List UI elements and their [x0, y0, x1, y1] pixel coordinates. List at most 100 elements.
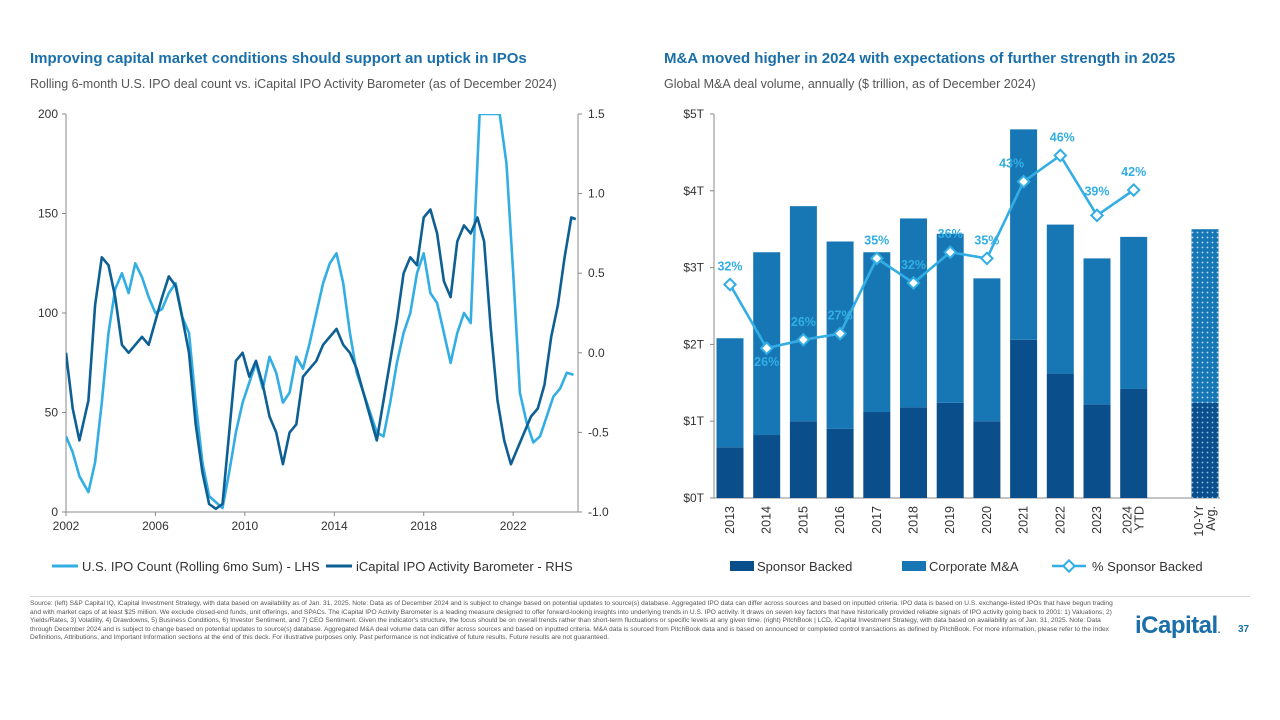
sponsor-bar [789, 421, 817, 498]
category-label: YTD [1133, 506, 1147, 531]
corporate-bar [1010, 129, 1038, 340]
right-tick-label: 0.0 [588, 346, 605, 360]
sponsor-bar [936, 402, 964, 498]
sponsor-bar [753, 435, 781, 498]
pct-marker [796, 332, 811, 347]
footer-divider [30, 596, 1250, 597]
right-tick-label: 1.5 [588, 107, 605, 121]
legend-marker-pct [1061, 558, 1077, 574]
pct-marker [943, 245, 958, 260]
sponsor-bar [1046, 373, 1074, 498]
bar-tick-label: $1T [683, 414, 704, 428]
pct-label: 32% [717, 259, 742, 273]
pct-marker [722, 277, 738, 292]
x-tick-label: 2014 [321, 519, 348, 533]
bar-tick-label: $0T [683, 491, 704, 505]
pct-marker [1126, 182, 1141, 198]
left-tick-label: 150 [38, 207, 58, 221]
category-label: 2017 [870, 506, 884, 534]
x-tick-label: 2006 [142, 519, 169, 533]
pct-marker [833, 326, 848, 341]
left-tick-label: 100 [38, 306, 58, 320]
pct-marker [869, 251, 884, 266]
legend-label: Corporate M&A [929, 559, 1019, 574]
bar-tick-label: $3T [683, 261, 704, 275]
right-tick-label: -1.0 [588, 505, 609, 519]
bar-tick-label: $5T [683, 107, 704, 121]
sponsor-bar [826, 428, 854, 498]
sponsor-bar [900, 407, 927, 498]
left-chart-subtitle: Rolling 6-month U.S. IPO deal count vs. … [30, 77, 557, 91]
category-label: 2021 [1017, 506, 1031, 534]
ipo-line-chart: 200 150 100 50 0 1.5 1.0 0.5 0.0 -0.5 -1.0 2002 2006… [38, 107, 609, 574]
category-label: 2018 [907, 506, 921, 534]
left-tick-label: 200 [38, 107, 58, 121]
icapital-logo: iCapital. [1135, 612, 1221, 639]
pct-sponsor-line [728, 153, 1135, 350]
pct-label: 42% [1121, 165, 1146, 179]
x-tick-label: 2002 [53, 519, 80, 533]
corporate-bar [900, 218, 927, 408]
page-number: 37 [1238, 624, 1250, 635]
legend-swatch-sponsor [730, 561, 754, 571]
pct-marker [979, 251, 994, 266]
sponsor-bar [1083, 404, 1111, 498]
left-chart-title: Improving capital market conditions shou… [30, 50, 527, 67]
category-label: 2022 [1053, 506, 1067, 534]
right-tick-label: 1.0 [588, 187, 605, 201]
right-chart-title: M&A moved higher in 2024 with expectatio… [664, 50, 1176, 67]
sponsor-bar [716, 447, 744, 498]
left-tick-label: 50 [45, 406, 59, 420]
corporate-bar [936, 233, 964, 403]
category-label: 10-Yr [1192, 506, 1206, 537]
x-tick-label: 2022 [500, 519, 527, 533]
corporate-bar [1120, 236, 1148, 389]
right-tick-label: 0.5 [588, 266, 605, 280]
corporate-bar [716, 338, 744, 448]
ma-bar-chart: $5T $4T $3T $2T $1T $0T 2013 2014 2015 2016 2017 20… [683, 107, 1220, 574]
pct-label: 26% [754, 355, 779, 369]
category-label: 2024 [1121, 506, 1135, 534]
bar-tick-label: $2T [683, 337, 704, 351]
legend-label: U.S. IPO Count (Rolling 6mo Sum) - LHS [82, 559, 320, 574]
right-chart-subtitle: Global M&A deal volume, annually ($ tril… [664, 77, 1036, 91]
legend-label: iCapital IPO Activity Barometer - RHS [356, 559, 573, 574]
pct-marker [759, 341, 774, 356]
corporate-bar [973, 278, 1001, 422]
category-label: 2016 [833, 506, 847, 534]
pct-label: 26% [791, 315, 816, 329]
bar-tick-label: $4T [683, 184, 704, 198]
pct-label: 36% [938, 227, 963, 241]
right-tick-label: -0.5 [588, 425, 609, 439]
pct-label: 43% [999, 157, 1024, 171]
pct-marker [906, 275, 921, 291]
barometer-line [66, 208, 577, 511]
pct-label: 27% [828, 309, 853, 323]
category-label: 2019 [943, 506, 957, 534]
legend-label: % Sponsor Backed [1092, 559, 1203, 574]
legend-swatch-corporate [902, 561, 926, 571]
pct-label: 32% [901, 258, 926, 272]
sponsor-bar [1191, 402, 1219, 498]
category-label: 2013 [723, 506, 737, 534]
ipo-count-line [66, 114, 574, 510]
category-label: Avg. [1204, 506, 1218, 531]
category-label: 2023 [1090, 506, 1104, 534]
source-footnote: Source: (left) S&P Capital IQ, iCapital … [30, 600, 1113, 642]
pct-marker [1016, 174, 1031, 189]
corporate-bar [1083, 258, 1111, 405]
left-tick-label: 0 [51, 505, 58, 519]
category-label: 2020 [980, 506, 994, 534]
category-label: 2014 [760, 506, 774, 534]
sponsor-bar [973, 421, 1001, 498]
x-tick-label: 2018 [410, 519, 437, 533]
pct-marker [1089, 208, 1105, 223]
pct-label: 39% [1084, 184, 1109, 198]
corporate-bar [1191, 229, 1219, 403]
sponsor-bar [863, 411, 891, 498]
pct-marker [1053, 148, 1068, 163]
plot-area [66, 114, 577, 511]
legend-label: Sponsor Backed [757, 559, 852, 574]
pct-label: 35% [864, 233, 889, 247]
sponsor-bar [1010, 339, 1038, 498]
